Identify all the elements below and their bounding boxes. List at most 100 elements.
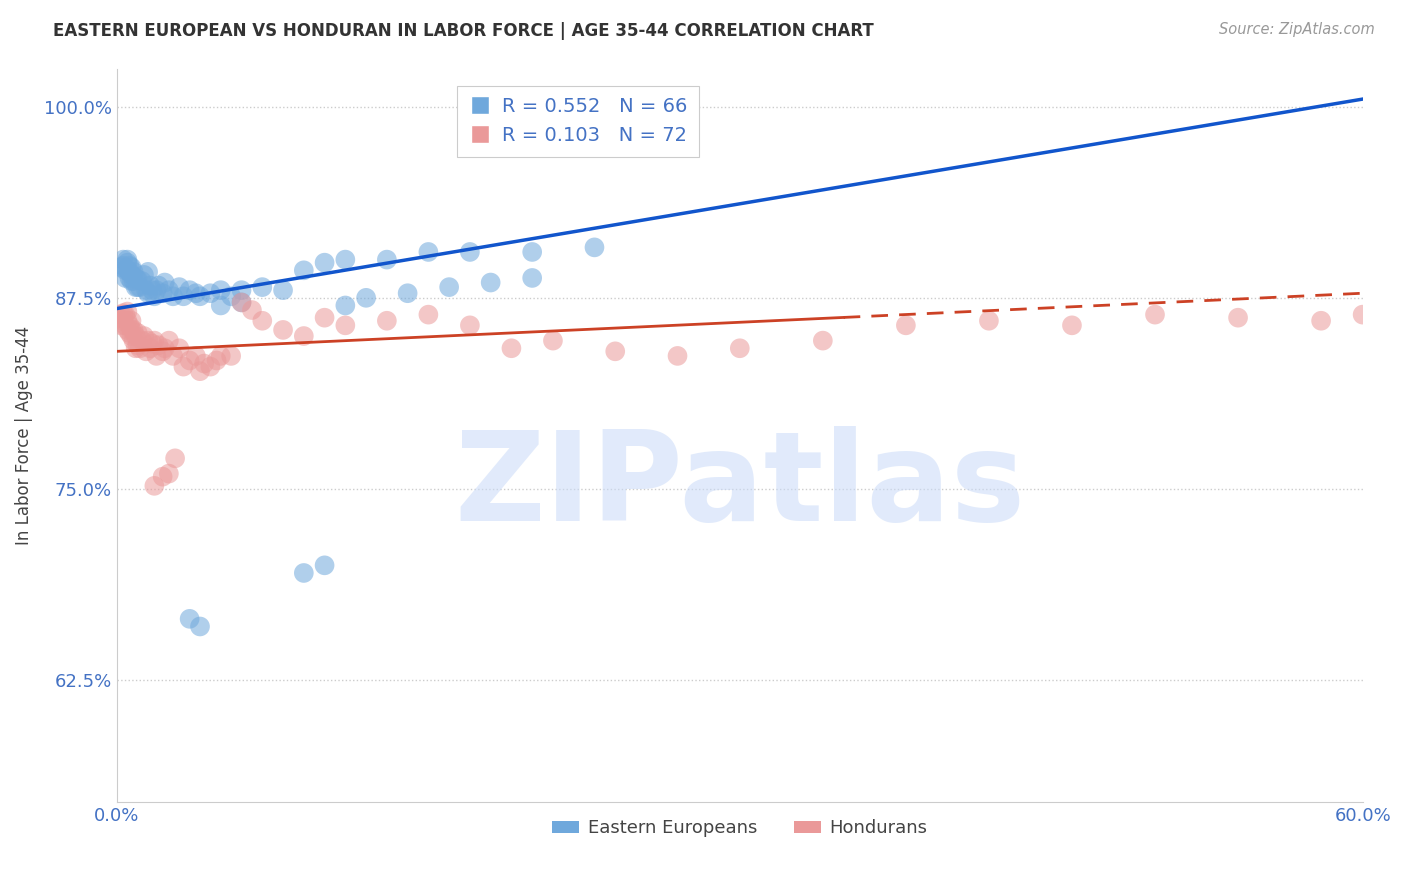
Point bbox=[122, 265, 145, 279]
Point bbox=[314, 255, 336, 269]
Point bbox=[335, 252, 357, 267]
Point bbox=[252, 280, 274, 294]
Point bbox=[219, 289, 242, 303]
Point bbox=[117, 263, 139, 277]
Point bbox=[124, 329, 146, 343]
Point bbox=[124, 271, 146, 285]
Point bbox=[205, 353, 228, 368]
Point bbox=[117, 252, 139, 267]
Point bbox=[131, 334, 153, 348]
Point bbox=[148, 278, 170, 293]
Point bbox=[396, 286, 419, 301]
Point bbox=[117, 304, 139, 318]
Point bbox=[522, 271, 544, 285]
Point bbox=[143, 334, 166, 348]
Point bbox=[172, 359, 194, 374]
Point bbox=[541, 334, 564, 348]
Point bbox=[131, 274, 153, 288]
Point bbox=[141, 336, 163, 351]
Point bbox=[136, 265, 159, 279]
Point bbox=[167, 341, 190, 355]
Point bbox=[112, 306, 135, 320]
Point bbox=[666, 349, 689, 363]
Point bbox=[127, 272, 149, 286]
Point bbox=[728, 341, 751, 355]
Point bbox=[118, 271, 141, 285]
Point bbox=[179, 612, 201, 626]
Point bbox=[121, 314, 143, 328]
Point bbox=[375, 314, 398, 328]
Point bbox=[172, 289, 194, 303]
Point bbox=[121, 260, 143, 275]
Point bbox=[139, 278, 162, 293]
Point bbox=[117, 323, 139, 337]
Point bbox=[252, 314, 274, 328]
Point bbox=[124, 280, 146, 294]
Point bbox=[219, 349, 242, 363]
Point bbox=[157, 334, 180, 348]
Point bbox=[501, 341, 523, 355]
Point bbox=[1310, 314, 1333, 328]
Point bbox=[418, 308, 440, 322]
Point bbox=[418, 244, 440, 259]
Point bbox=[108, 310, 131, 325]
Point bbox=[188, 619, 211, 633]
Point bbox=[118, 265, 141, 279]
Point bbox=[157, 467, 180, 481]
Point bbox=[271, 323, 294, 337]
Point bbox=[193, 357, 215, 371]
Point bbox=[165, 451, 187, 466]
Point bbox=[117, 255, 139, 269]
Point bbox=[118, 318, 141, 333]
Point bbox=[135, 283, 157, 297]
Point bbox=[153, 276, 176, 290]
Point bbox=[157, 283, 180, 297]
Point bbox=[188, 364, 211, 378]
Point bbox=[127, 326, 149, 340]
Point bbox=[231, 283, 253, 297]
Point bbox=[121, 329, 143, 343]
Point bbox=[114, 308, 136, 322]
Point bbox=[894, 318, 917, 333]
Point bbox=[231, 295, 253, 310]
Point bbox=[128, 341, 150, 355]
Point bbox=[110, 308, 132, 322]
Point bbox=[583, 240, 606, 254]
Point bbox=[124, 341, 146, 355]
Point bbox=[143, 479, 166, 493]
Point bbox=[118, 259, 141, 273]
Point bbox=[209, 298, 232, 312]
Point bbox=[152, 286, 174, 301]
Point bbox=[127, 280, 149, 294]
Point bbox=[112, 252, 135, 267]
Point bbox=[128, 280, 150, 294]
Point bbox=[145, 349, 167, 363]
Point bbox=[118, 326, 141, 340]
Point bbox=[121, 274, 143, 288]
Point bbox=[292, 329, 315, 343]
Point bbox=[122, 334, 145, 348]
Point bbox=[240, 303, 263, 318]
Point bbox=[132, 268, 155, 282]
Point bbox=[153, 341, 176, 355]
Point bbox=[121, 268, 143, 282]
Point bbox=[117, 314, 139, 328]
Point bbox=[136, 286, 159, 301]
Point bbox=[179, 283, 201, 297]
Point bbox=[135, 344, 157, 359]
Point bbox=[354, 291, 377, 305]
Y-axis label: In Labor Force | Age 35-44: In Labor Force | Age 35-44 bbox=[15, 326, 32, 545]
Point bbox=[200, 359, 222, 374]
Point bbox=[145, 283, 167, 297]
Point bbox=[188, 289, 211, 303]
Point bbox=[605, 344, 627, 359]
Legend: Eastern Europeans, Hondurans: Eastern Europeans, Hondurans bbox=[544, 812, 935, 845]
Point bbox=[127, 338, 149, 352]
Point bbox=[437, 280, 460, 294]
Point bbox=[139, 341, 162, 355]
Point bbox=[479, 276, 502, 290]
Point bbox=[1060, 318, 1083, 333]
Point bbox=[132, 329, 155, 343]
Point bbox=[458, 318, 481, 333]
Point bbox=[184, 349, 207, 363]
